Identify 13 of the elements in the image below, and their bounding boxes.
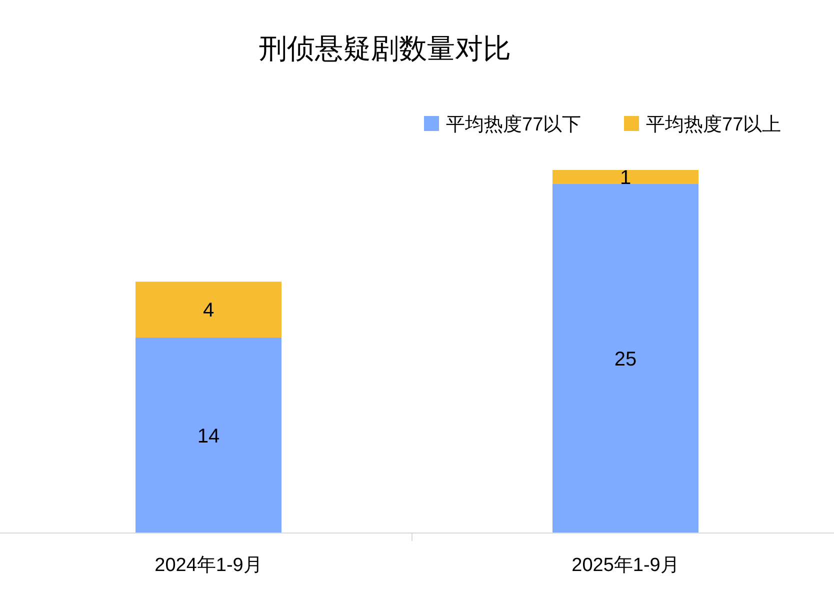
chart-title: 刑侦悬疑剧数量对比 bbox=[259, 33, 511, 64]
bar bbox=[552, 170, 698, 184]
data-label: 14 bbox=[197, 425, 220, 448]
legend-label: 平均热度77以下 bbox=[446, 114, 582, 136]
bar bbox=[552, 184, 698, 533]
data-label: 1 bbox=[620, 166, 632, 189]
legend-label: 平均热度77以上 bbox=[646, 114, 782, 136]
data-label: 25 bbox=[614, 348, 637, 370]
bar bbox=[136, 338, 282, 533]
data-label: 4 bbox=[202, 300, 214, 322]
x-tick-label: 2024年1-9月 bbox=[154, 555, 262, 576]
bar bbox=[136, 282, 282, 338]
x-tick-label: 2025年1-9月 bbox=[572, 555, 680, 576]
